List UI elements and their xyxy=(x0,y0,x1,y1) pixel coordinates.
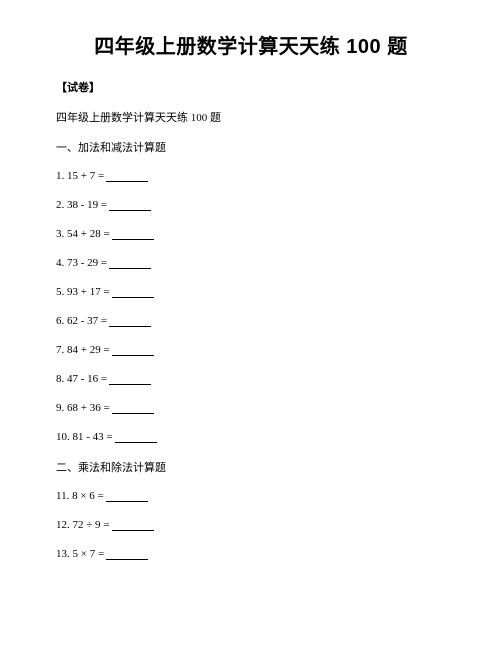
question-10: 10. 81 - 43 = xyxy=(56,430,446,444)
question-text: 12. 72 ÷ 9 = xyxy=(56,519,110,531)
answer-blank xyxy=(106,490,148,502)
answer-blank xyxy=(109,199,151,211)
answer-blank xyxy=(109,315,151,327)
question-text: 7. 84 + 29 = xyxy=(56,344,110,356)
exam-label: 【试卷】 xyxy=(56,79,446,95)
answer-blank xyxy=(106,548,148,560)
question-text: 2. 38 - 19 = xyxy=(56,199,107,211)
section-2-heading: 二、乘法和除法计算题 xyxy=(56,459,446,475)
question-3: 3. 54 + 28 = xyxy=(56,227,446,241)
question-13: 13. 5 × 7 = xyxy=(56,547,446,561)
answer-blank xyxy=(112,344,154,356)
question-5: 5. 93 + 17 = xyxy=(56,285,446,299)
question-text: 9. 68 + 36 = xyxy=(56,402,110,414)
question-2: 2. 38 - 19 = xyxy=(56,198,446,212)
document-title: 四年级上册数学计算天天练 100 题 xyxy=(56,30,446,59)
answer-blank xyxy=(109,373,151,385)
answer-blank xyxy=(115,431,157,443)
question-11: 11. 8 × 6 = xyxy=(56,489,446,503)
answer-blank xyxy=(106,170,148,182)
question-text: 3. 54 + 28 = xyxy=(56,228,110,240)
question-text: 8. 47 - 16 = xyxy=(56,373,107,385)
question-text: 1. 15 + 7 = xyxy=(56,170,104,182)
answer-blank xyxy=(112,402,154,414)
question-text: 5. 93 + 17 = xyxy=(56,286,110,298)
question-1: 1. 15 + 7 = xyxy=(56,169,446,183)
question-text: 11. 8 × 6 = xyxy=(56,490,104,502)
question-12: 12. 72 ÷ 9 = xyxy=(56,518,446,532)
question-6: 6. 62 - 37 = xyxy=(56,314,446,328)
question-4: 4. 73 - 29 = xyxy=(56,256,446,270)
section-1-heading: 一、加法和减法计算题 xyxy=(56,139,446,155)
answer-blank xyxy=(109,257,151,269)
document-subtitle: 四年级上册数学计算天天练 100 题 xyxy=(56,109,446,125)
page: 四年级上册数学计算天天练 100 题 【试卷】 四年级上册数学计算天天练 100… xyxy=(0,0,502,649)
question-8: 8. 47 - 16 = xyxy=(56,372,446,386)
answer-blank xyxy=(112,286,154,298)
question-text: 6. 62 - 37 = xyxy=(56,315,107,327)
question-text: 4. 73 - 29 = xyxy=(56,257,107,269)
question-text: 13. 5 × 7 = xyxy=(56,548,104,560)
answer-blank xyxy=(112,519,154,531)
answer-blank xyxy=(112,228,154,240)
question-text: 10. 81 - 43 = xyxy=(56,431,113,443)
question-9: 9. 68 + 36 = xyxy=(56,401,446,415)
question-7: 7. 84 + 29 = xyxy=(56,343,446,357)
